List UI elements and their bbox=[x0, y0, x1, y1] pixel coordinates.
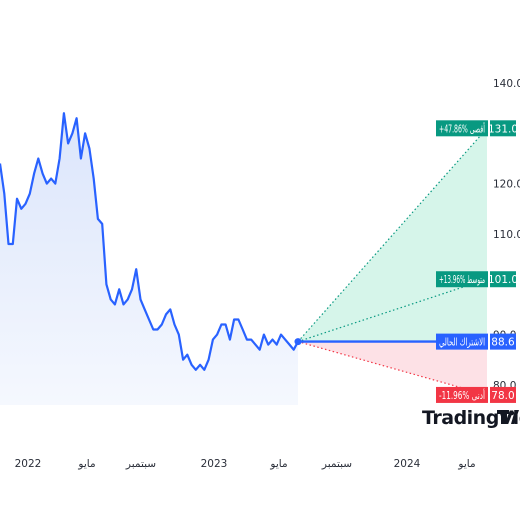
low-forecast-value: 78.0 bbox=[491, 390, 514, 402]
current-forecast-label: الاشتراك الحالي bbox=[439, 337, 485, 349]
low-forecast-tag: -11.96% أدنى 78.0 bbox=[436, 386, 516, 403]
x-tick-label: 2024 bbox=[394, 458, 421, 470]
x-tick-label: مايو bbox=[457, 458, 475, 470]
average-forecast-label: +13.96% متوسط bbox=[439, 274, 485, 286]
current-price-point bbox=[294, 338, 302, 346]
x-tick-label: سبتمبر bbox=[321, 458, 352, 470]
x-tick-label: 2023 bbox=[201, 458, 228, 470]
high-forecast-zone bbox=[298, 128, 487, 342]
x-tick-label: مايو bbox=[269, 458, 287, 470]
high-forecast-value: 131.0 bbox=[488, 123, 518, 135]
tradingview-brand[interactable]: TradingView bbox=[422, 407, 520, 429]
y-tick-label: 140.0 bbox=[493, 78, 520, 90]
price-line bbox=[0, 112, 299, 371]
x-tick-label: سبتمبر bbox=[125, 458, 156, 470]
high-forecast-line bbox=[297, 127, 488, 343]
tradingview-tv-logo-icon bbox=[497, 410, 519, 424]
y-tick-label: 120.0 bbox=[493, 179, 520, 191]
price-area-fill bbox=[0, 113, 298, 405]
average-forecast-line bbox=[297, 278, 488, 343]
x-tick-label: 2022 bbox=[15, 458, 42, 470]
low-forecast-line bbox=[297, 341, 488, 396]
x-tick-label: مايو bbox=[77, 458, 95, 470]
low-forecast-label: -11.96% أدنى bbox=[439, 388, 485, 402]
current-forecast-value: 88.6 bbox=[491, 337, 515, 349]
y-tick-label: 110.0 bbox=[493, 229, 520, 241]
brand-name: TradingView bbox=[422, 407, 520, 429]
average-forecast-value: 101.0 bbox=[488, 274, 518, 286]
high-forecast-label: +47.86% أقصى bbox=[439, 121, 485, 135]
current-forecast-tag: الاشتراك الحالي 88.6 bbox=[436, 333, 516, 350]
